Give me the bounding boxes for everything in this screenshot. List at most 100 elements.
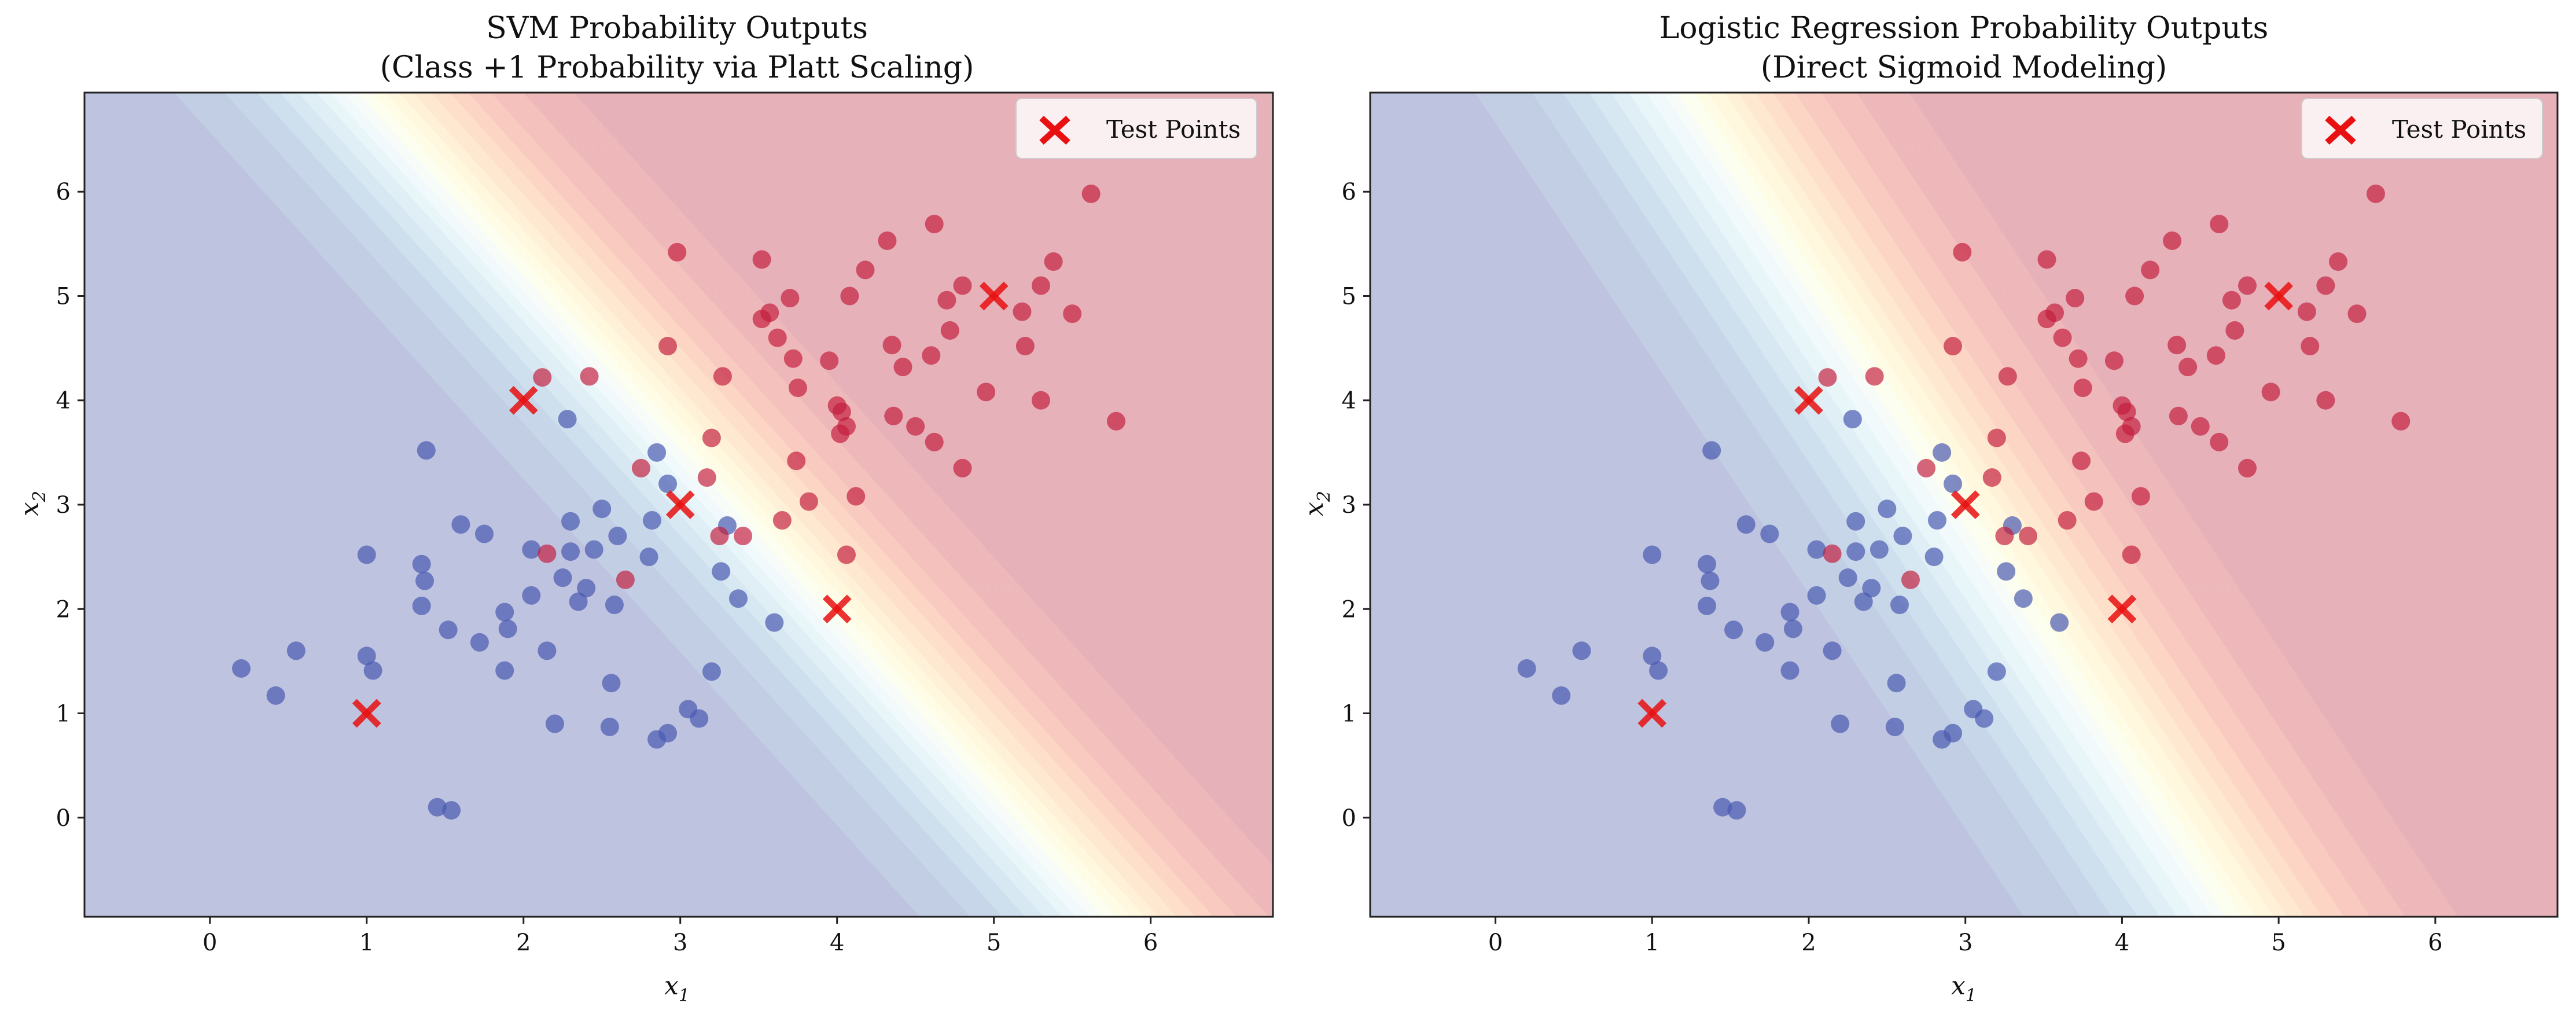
point-class-neg (412, 596, 431, 615)
point-class-neg (1878, 499, 1897, 519)
point-class-pos (2122, 417, 2141, 436)
point-class-pos (2122, 545, 2141, 564)
point-class-neg (1987, 662, 2006, 681)
point-class-neg (605, 596, 624, 615)
point-class-neg (1862, 579, 1881, 598)
point-class-pos (580, 367, 599, 386)
point-class-pos (787, 451, 806, 471)
point-class-neg (690, 709, 709, 728)
logreg-title-line1: Logistic Regression Probability Outputs (1659, 11, 2269, 46)
point-class-pos (768, 328, 787, 347)
point-class-neg (522, 540, 541, 559)
point-class-neg (545, 714, 564, 733)
svm-legend-box (1015, 98, 1257, 159)
point-class-neg (495, 661, 514, 680)
point-class-pos (2329, 252, 2348, 271)
point-class-neg (1517, 659, 1536, 678)
point-class-pos (2066, 289, 2085, 308)
point-class-pos (2073, 379, 2092, 398)
point-class-pos (799, 492, 818, 511)
logreg-title-line2: (Direct Sigmoid Modeling) (1761, 50, 2167, 85)
point-class-neg (1846, 542, 1865, 561)
logreg-legend-label: Test Points (2392, 115, 2526, 144)
logreg-legend-box (2301, 98, 2543, 159)
logreg-y-ticks: 0 1 2 3 4 5 6 (1342, 179, 1370, 832)
point-class-pos (2053, 328, 2072, 347)
point-class-neg (1780, 661, 1799, 680)
point-class-neg (439, 620, 458, 640)
x-tick-label: 2 (516, 930, 531, 956)
point-class-pos (2210, 432, 2229, 451)
point-class-neg (1552, 686, 1571, 705)
point-class-pos (2222, 291, 2241, 310)
point-class-neg (1649, 661, 1668, 680)
point-class-neg (1643, 646, 1662, 666)
point-class-neg (1924, 548, 1944, 567)
point-class-pos (884, 406, 903, 425)
point-class-neg (1831, 714, 1850, 733)
point-class-pos (760, 303, 779, 322)
point-class-neg (417, 441, 436, 460)
point-class-pos (1823, 544, 1842, 563)
test-point-marker (509, 385, 538, 415)
svm-y-axis-label: x2 (15, 491, 50, 516)
point-class-neg (522, 586, 541, 605)
point-class-pos (953, 458, 972, 477)
point-class-neg (412, 554, 431, 574)
point-class-pos (2072, 451, 2091, 471)
point-class-pos (2117, 402, 2136, 421)
point-class-pos (2206, 346, 2225, 365)
point-class-neg (357, 545, 376, 564)
test-point-marker (979, 281, 1009, 311)
point-class-pos (1944, 337, 1963, 356)
point-class-pos (837, 545, 856, 564)
point-class-pos (2238, 458, 2257, 477)
point-class-neg (231, 659, 251, 678)
point-class-pos (788, 379, 807, 398)
point-class-neg (266, 686, 285, 705)
point-class-neg (498, 619, 517, 638)
point-class-pos (783, 349, 803, 368)
x-tick-label: 5 (987, 930, 1001, 956)
point-class-pos (893, 358, 912, 377)
y-tick-label: 0 (56, 805, 71, 832)
point-class-pos (2058, 511, 2077, 530)
logreg-legend: Test Points (2301, 98, 2543, 159)
point-class-neg (357, 646, 376, 666)
point-class-pos (2167, 336, 2187, 355)
point-class-pos (1818, 368, 1837, 387)
x-tick-label: 2 (1801, 930, 1816, 956)
point-class-neg (1887, 674, 1906, 693)
logreg-plot-area (1369, 91, 2559, 918)
point-class-pos (840, 286, 859, 306)
point-class-neg (2014, 589, 2033, 608)
test-point-marker (665, 490, 695, 519)
y-tick-label: 3 (1342, 492, 1356, 519)
point-class-pos (631, 458, 650, 477)
point-class-neg (1702, 441, 1721, 460)
point-class-neg (1846, 512, 1865, 531)
point-class-neg (1783, 619, 1802, 638)
point-class-neg (474, 524, 494, 543)
point-class-pos (1031, 391, 1050, 410)
point-class-pos (2037, 250, 2056, 269)
point-class-pos (878, 231, 897, 250)
point-class-pos (2297, 302, 2316, 321)
point-class-neg (538, 641, 557, 660)
point-class-pos (1107, 412, 1126, 431)
y-tick-label: 1 (1342, 701, 1356, 728)
point-class-pos (710, 527, 729, 546)
point-class-neg (1823, 641, 1842, 660)
point-class-pos (2210, 215, 2229, 234)
test-point-marker (352, 699, 381, 728)
point-class-pos (1063, 304, 1082, 324)
point-class-pos (2301, 337, 2320, 356)
point-class-pos (1998, 367, 2017, 386)
point-class-neg (1724, 620, 1743, 640)
point-class-pos (2045, 303, 2065, 322)
point-class-neg (602, 674, 621, 693)
x-tick-label: 4 (2115, 930, 2129, 956)
test-point-marker (822, 594, 852, 624)
y-tick-label: 3 (56, 492, 71, 519)
point-class-neg (1843, 410, 1862, 429)
